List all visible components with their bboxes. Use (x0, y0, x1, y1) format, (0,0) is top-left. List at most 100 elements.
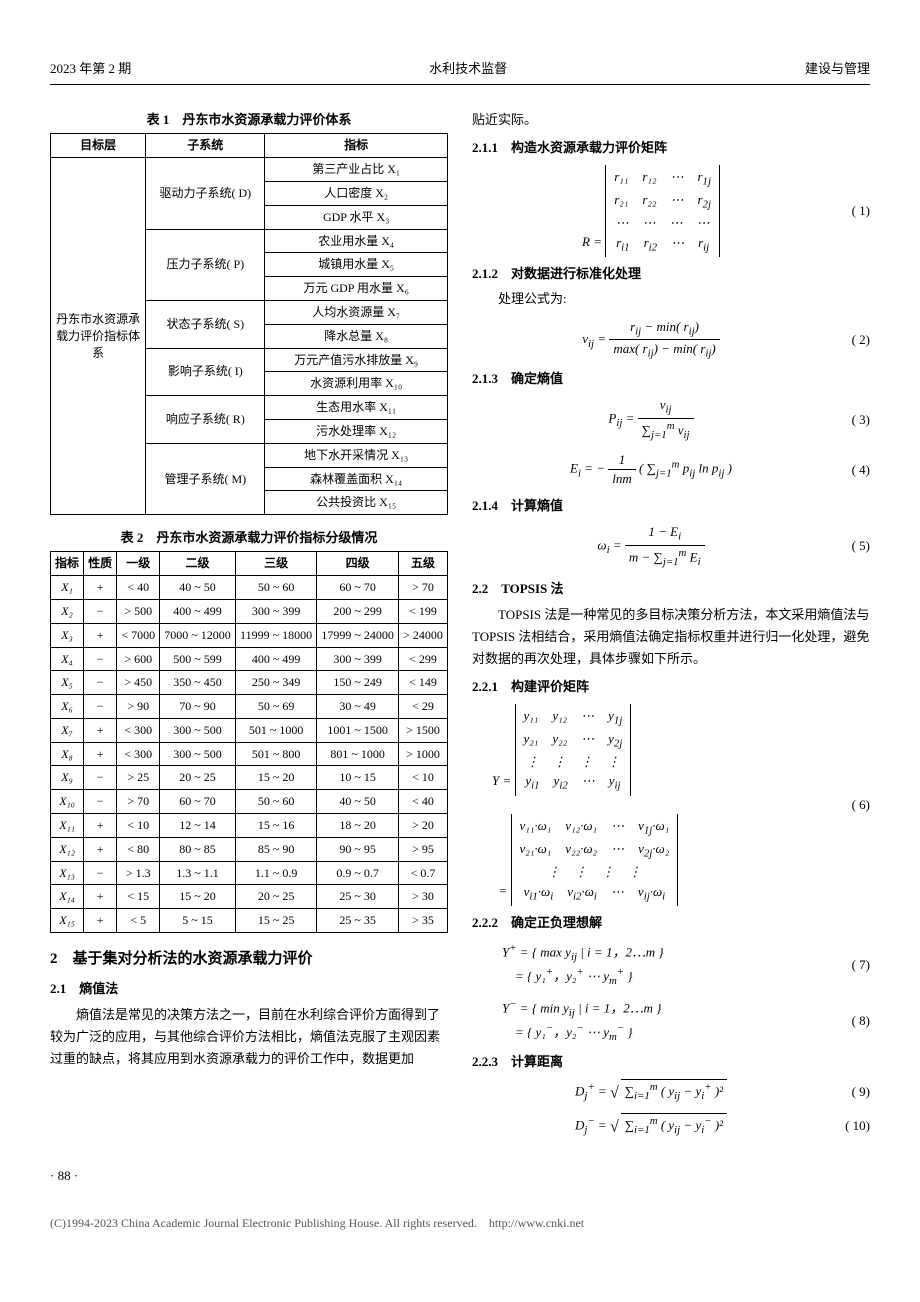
equation-3: Pij = vij∑j=1m vij ( 3) (472, 396, 870, 443)
t2-cell: < 10 (117, 814, 160, 838)
s22-p1: TOPSIS 法是一种常见的多目标决策分析方法，本文采用熵值法与 TOPSIS … (472, 604, 870, 670)
t2-cell: > 1500 (399, 718, 448, 742)
t2-cell: 501 ~ 800 (235, 742, 316, 766)
t1-indicator-cell: 第三产业占比 X₁ (265, 158, 448, 182)
header-center: 水利技术监督 (429, 60, 507, 78)
t2-cell: 11999 ~ 18000 (235, 623, 316, 647)
t2-cell: 70 ~ 90 (160, 695, 236, 719)
page-number: · 88 · (50, 1167, 870, 1185)
equation-5: ωi = 1 − Eim − ∑j=1m Ei ( 5) (472, 523, 870, 570)
table-row: X₃+< 70007000 ~ 1200011999 ~ 1800017999 … (51, 623, 448, 647)
t2-cell: + (84, 718, 117, 742)
t2-cell: − (84, 790, 117, 814)
t2-cell: > 1.3 (117, 861, 160, 885)
t1-indicator-cell: 生态用水率 X₁₁ (265, 396, 448, 420)
t2-cell: > 90 (117, 695, 160, 719)
table1-caption: 表 1 丹东市水资源承载力评价体系 (50, 111, 448, 129)
t2-cell: + (84, 576, 117, 600)
t2-cell: 5 ~ 15 (160, 909, 236, 933)
t2-cell: 40 ~ 50 (160, 576, 236, 600)
t2-cell: < 299 (399, 647, 448, 671)
s222-title: 2.2.2 确定正负理想解 (472, 914, 870, 932)
t2-cell: < 300 (117, 718, 160, 742)
t2-cell: < 40 (399, 790, 448, 814)
header-left: 2023 年第 2 期 (50, 60, 131, 78)
t2-cell: 25 ~ 35 (317, 909, 399, 933)
right-column: 贴近实际。 2.1.1 构造水资源承载力评价矩阵 R = r₁₁r₁₂⋯r1j … (472, 105, 870, 1146)
t2-header: 四级 (317, 552, 399, 576)
table-row: X₂−> 500400 ~ 499300 ~ 399200 ~ 299< 199 (51, 599, 448, 623)
t1-indicator-cell: 万元 GDP 用水量 X₆ (265, 277, 448, 301)
t2-cell: > 70 (117, 790, 160, 814)
t2-cell: 18 ~ 20 (317, 814, 399, 838)
t2-cell: 801 ~ 1000 (317, 742, 399, 766)
t2-cell: 20 ~ 25 (235, 885, 316, 909)
eq3-num: ( 3) (830, 411, 870, 429)
section-2-title: 2 基于集对分析法的水资源承载力评价 (50, 949, 448, 970)
eq1-num: ( 1) (830, 202, 870, 220)
t2-cell: < 0.7 (399, 861, 448, 885)
table-row: X₁₀−> 7060 ~ 7050 ~ 6040 ~ 50< 40 (51, 790, 448, 814)
s221-title: 2.2.1 构建评价矩阵 (472, 678, 870, 696)
t2-header: 二级 (160, 552, 236, 576)
t2-cell: X₉ (51, 766, 84, 790)
t2-cell: 250 ~ 349 (235, 671, 316, 695)
table2: 指标性质一级二级三级四级五级 X₁+< 4040 ~ 5050 ~ 6060 ~… (50, 551, 448, 933)
t2-cell: > 1000 (399, 742, 448, 766)
table-row: X₁₂+< 8080 ~ 8585 ~ 9090 ~ 95> 95 (51, 837, 448, 861)
t1-sub-cell: 影响子系统( I) (146, 348, 265, 396)
t2-header: 一级 (117, 552, 160, 576)
t2-cell: + (84, 814, 117, 838)
t2-cell: X₇ (51, 718, 84, 742)
t2-cell: X₁ (51, 576, 84, 600)
eq4-num: ( 4) (830, 461, 870, 479)
t2-cell: 25 ~ 30 (317, 885, 399, 909)
t2-cell: 0.9 ~ 0.7 (317, 861, 399, 885)
t1-h2: 指标 (265, 134, 448, 158)
s212-p: 处理公式为: (472, 288, 870, 310)
left-column: 表 1 丹东市水资源承载力评价体系 目标层 子系统 指标 丹东市水资源承载力评价… (50, 105, 448, 1146)
t2-cell: 50 ~ 60 (235, 790, 316, 814)
t1-indicator-cell: 农业用水量 X₄ (265, 229, 448, 253)
t2-cell: < 80 (117, 837, 160, 861)
t2-cell: − (84, 671, 117, 695)
equation-9: Dj+ = √∑i=1m ( yij − yi+ )² ( 9) (472, 1079, 870, 1105)
t2-cell: 400 ~ 499 (160, 599, 236, 623)
t2-cell: X₁₀ (51, 790, 84, 814)
table-row: 丹东市水资源承载力评价指标体系驱动力子系统( D)第三产业占比 X₁ (51, 158, 448, 182)
s21-p1: 熵值法是常见的决策方法之一，目前在水利综合评价方面得到了较为广泛的应用，与其他综… (50, 1004, 448, 1070)
t2-cell: X₄ (51, 647, 84, 671)
t1-indicator-cell: 地下水开采情况 X₁₃ (265, 443, 448, 467)
t2-cell: 90 ~ 95 (317, 837, 399, 861)
table-row: X₁₄+< 1515 ~ 2020 ~ 2525 ~ 30> 30 (51, 885, 448, 909)
t2-cell: 50 ~ 60 (235, 576, 316, 600)
table1: 目标层 子系统 指标 丹东市水资源承载力评价指标体系驱动力子系统( D)第三产业… (50, 133, 448, 515)
t1-indicator-cell: GDP 水平 X₃ (265, 205, 448, 229)
t1-indicator-cell: 水资源利用率 X₁₀ (265, 372, 448, 396)
t2-cell: > 35 (399, 909, 448, 933)
t1-sub-cell: 驱动力子系统( D) (146, 158, 265, 229)
t2-cell: 50 ~ 69 (235, 695, 316, 719)
t2-header: 三级 (235, 552, 316, 576)
t1-indicator-cell: 降水总量 X₈ (265, 324, 448, 348)
s223-title: 2.2.3 计算距离 (472, 1053, 870, 1071)
equation-7: Y+ = { max yij | i = 1，2⋯m } = { y₁+，y₂+… (472, 941, 870, 989)
eq6-num: ( 6) (830, 796, 870, 814)
s214-title: 2.1.4 计算熵值 (472, 497, 870, 515)
table-row: X₅−> 450350 ~ 450250 ~ 349150 ~ 249< 149 (51, 671, 448, 695)
t2-cell: < 199 (399, 599, 448, 623)
t1-indicator-cell: 人口密度 X₂ (265, 181, 448, 205)
t1-indicator-cell: 城镇用水量 X₅ (265, 253, 448, 277)
header-rule (50, 84, 870, 85)
t2-cell: 300 ~ 399 (317, 647, 399, 671)
table-row: X₉−> 2520 ~ 2515 ~ 2010 ~ 15< 10 (51, 766, 448, 790)
eq2-num: ( 2) (830, 331, 870, 349)
s212-title: 2.1.2 对数据进行标准化处理 (472, 265, 870, 283)
t2-cell: 350 ~ 450 (160, 671, 236, 695)
page-header: 2023 年第 2 期 水利技术监督 建设与管理 (50, 60, 870, 78)
eq5-num: ( 5) (830, 537, 870, 555)
t2-cell: − (84, 695, 117, 719)
equation-2: vij = rij − min( rij)max( rij) − min( ri… (472, 318, 870, 363)
t2-cell: > 500 (117, 599, 160, 623)
t2-cell: 150 ~ 249 (317, 671, 399, 695)
